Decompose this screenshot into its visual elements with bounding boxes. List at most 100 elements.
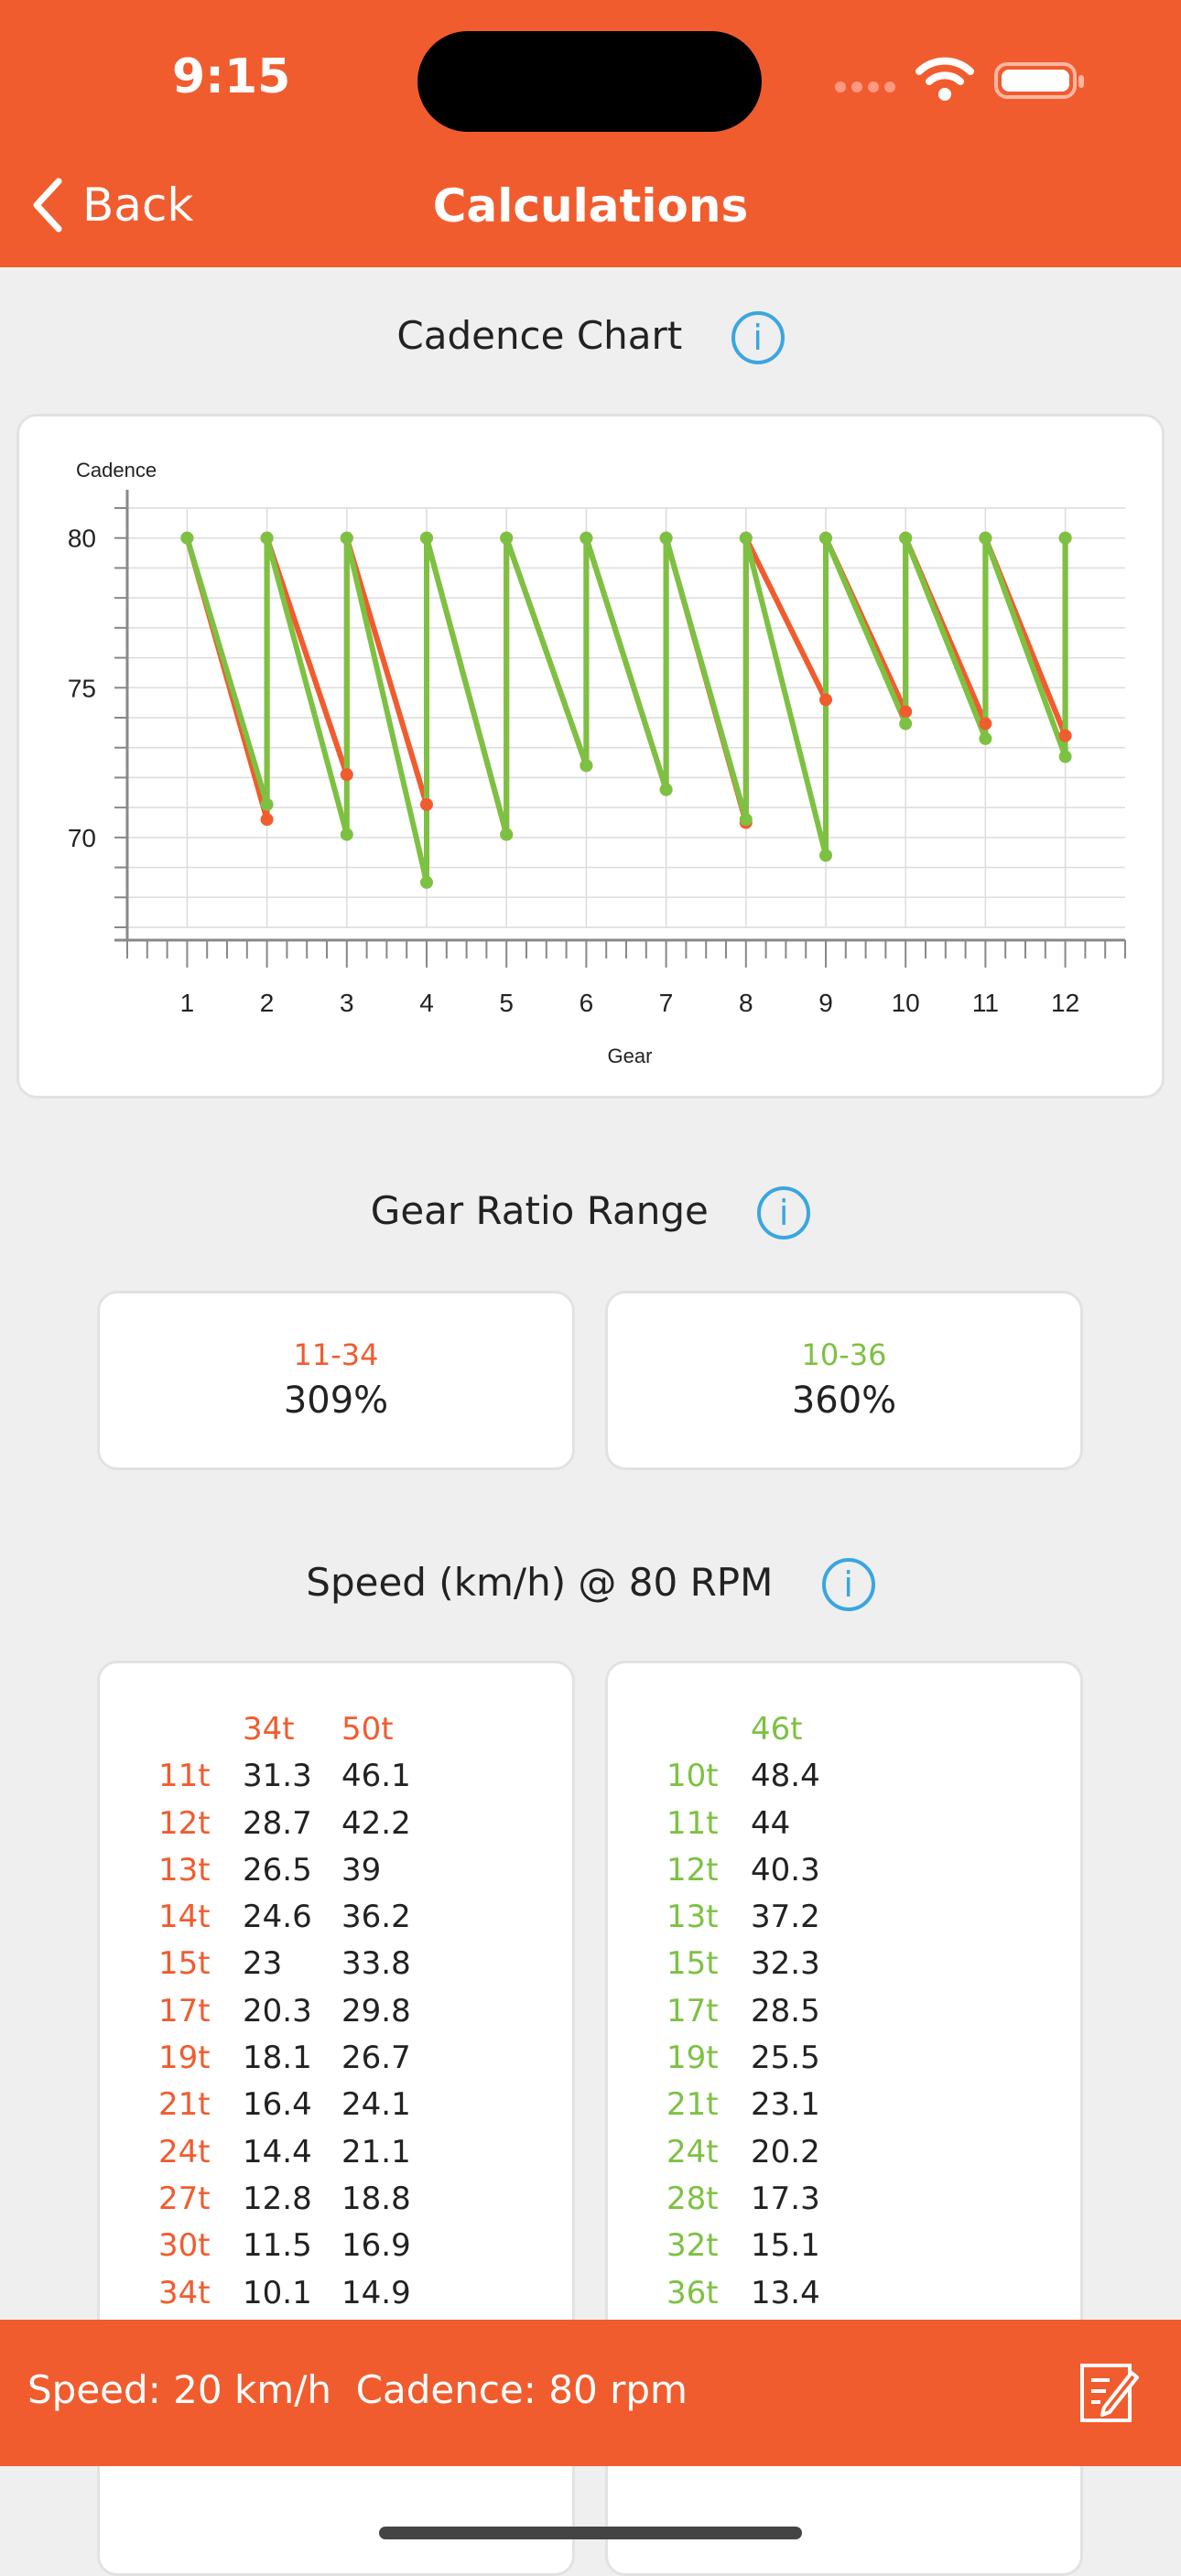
data-point (420, 531, 433, 545)
ratio-section-header: Gear Ratio Range i (0, 1186, 1181, 1239)
speed-table-row: 10t 48.4 (608, 1758, 1080, 1804)
x-tick-label: 12 (1051, 989, 1079, 1017)
data-point (180, 531, 194, 545)
speed-table-row: 19t 25.5 (608, 2040, 1080, 2086)
data-point (979, 731, 992, 745)
back-button[interactable]: Back (31, 178, 193, 233)
cog-label: 32t (666, 2227, 719, 2265)
speed-value: 20.2 (751, 2133, 820, 2170)
cog-label: 15t (666, 1945, 719, 1983)
cog-label: 17t (666, 1992, 719, 2029)
shift-line (823, 535, 909, 727)
x-tick-label: 6 (580, 989, 594, 1017)
cadence-section-title: Cadence Chart (396, 312, 683, 358)
data-point (819, 849, 832, 862)
speed-value: 48.4 (751, 1758, 820, 1795)
x-axis-label: Gear (608, 1044, 653, 1067)
data-point (979, 717, 992, 731)
cellular-signal-icon (835, 79, 901, 99)
speed-value: 28.7 (243, 1804, 312, 1842)
info-icon[interactable]: i (757, 1186, 811, 1239)
speed-table-row: 13t 37.2 (608, 1899, 1080, 1945)
speed-value: 37.2 (751, 1899, 820, 1936)
cadence-chart-card: 70 75 80 1 2 3 4 5 6 7 8 9 10 11 12 Cadence Gear (16, 414, 1165, 1099)
shift-line (982, 535, 1068, 760)
data-point (500, 531, 514, 545)
speed-table-row: 12t 40.3 (608, 1852, 1080, 1899)
shift-line (343, 535, 429, 885)
x-tick-label: 3 (340, 989, 354, 1017)
speed-value: 16.4 (243, 2086, 312, 2124)
speed-table-row: 27t 12.8 18.8 (100, 2181, 572, 2227)
shift-line (424, 535, 510, 838)
speed-table-row: 15t 32.3 (608, 1945, 1080, 1992)
speed-value: 23.1 (751, 2086, 820, 2124)
speed-value: 46.1 (341, 1758, 411, 1795)
data-point (260, 813, 274, 827)
speed-cadence-summary: Speed: 20 km/h Cadence: 80 rpm (27, 2367, 688, 2412)
shift-line (504, 535, 590, 769)
ratio-card-label: 10-36 (801, 1337, 887, 1372)
speed-table-row: 24t 14.4 21.1 (100, 2134, 572, 2181)
speed-value: 39 (341, 1851, 382, 1889)
data-point (899, 717, 913, 731)
chainring-label: 46t (751, 1711, 803, 1748)
shift-line (264, 535, 350, 838)
cog-label: 28t (666, 2180, 719, 2217)
wifi-icon (916, 57, 974, 101)
cog-label: 24t (158, 2133, 211, 2170)
speed-table-header: 46t (608, 1711, 1080, 1758)
home-indicator (379, 2527, 802, 2539)
speed-value: 16.9 (341, 2227, 411, 2265)
speed-table-row: 36t 13.4 (608, 2275, 1080, 2322)
cog-label: 11t (158, 1758, 211, 1795)
speed-value: 25.5 (751, 2040, 820, 2077)
info-icon[interactable]: i (821, 1558, 875, 1611)
speed-table-row: 30t 11.5 16.9 (100, 2227, 572, 2274)
data-point (819, 693, 832, 707)
y-tick-label: 75 (68, 674, 96, 702)
speed-value: 31.3 (243, 1758, 312, 1795)
speed-value: 15.1 (751, 2227, 820, 2265)
speed-table-row: 11t 44 (608, 1805, 1080, 1852)
x-tick-label: 2 (260, 989, 275, 1017)
settings-bar[interactable]: Speed: 20 km/h Cadence: 80 rpm (0, 2320, 1181, 2466)
data-point (420, 797, 433, 811)
speed-value: 23 (243, 1945, 283, 1983)
data-point (819, 531, 832, 545)
speed-table-row: 12t 28.7 42.2 (100, 1805, 572, 1852)
shift-line (742, 535, 829, 859)
speed-value: 20.3 (243, 1992, 312, 2029)
ratio-section-title: Gear Ratio Range (370, 1187, 709, 1233)
cog-label: 24t (666, 2133, 719, 2170)
back-label: Back (82, 179, 194, 232)
speed-section-title: Speed (km/h) @ 80 RPM (306, 1559, 774, 1605)
data-point (1058, 531, 1072, 545)
info-icon[interactable]: i (731, 311, 785, 364)
data-point (659, 531, 673, 545)
cog-label: 13t (666, 1899, 719, 1936)
cog-label: 34t (158, 2274, 211, 2311)
ratio-card-label: 11-34 (293, 1337, 379, 1372)
cog-label: 14t (158, 1899, 211, 1936)
speed-value: 42.2 (341, 1804, 411, 1842)
ratio-card-value: 309% (283, 1380, 389, 1422)
x-tick-label: 10 (892, 989, 920, 1017)
speed-table-row: 28t 17.3 (608, 2181, 1080, 2227)
edit-note-icon[interactable] (1077, 2360, 1141, 2426)
speed-value: 18.8 (341, 2180, 411, 2217)
speed-value: 12.8 (243, 2180, 312, 2217)
cog-label: 36t (666, 2274, 719, 2311)
x-tick-label: 9 (818, 989, 833, 1017)
data-point (739, 813, 753, 827)
speed-value: 28.5 (751, 1992, 820, 2029)
speed-table-row: 11t 31.3 46.1 (100, 1758, 572, 1804)
speed-table-row: 17t 20.3 29.8 (100, 1993, 572, 2040)
speed-value: 18.1 (243, 2040, 312, 2077)
speed-value: 26.7 (341, 2040, 411, 2077)
dynamic-island (417, 31, 762, 132)
speed-table-header: 34t 50t (100, 1711, 572, 1758)
speed-value: 24.6 (243, 1899, 312, 1936)
speed-table-row: 24t 20.2 (608, 2134, 1080, 2181)
cadence-section-header: Cadence Chart i (0, 311, 1181, 364)
